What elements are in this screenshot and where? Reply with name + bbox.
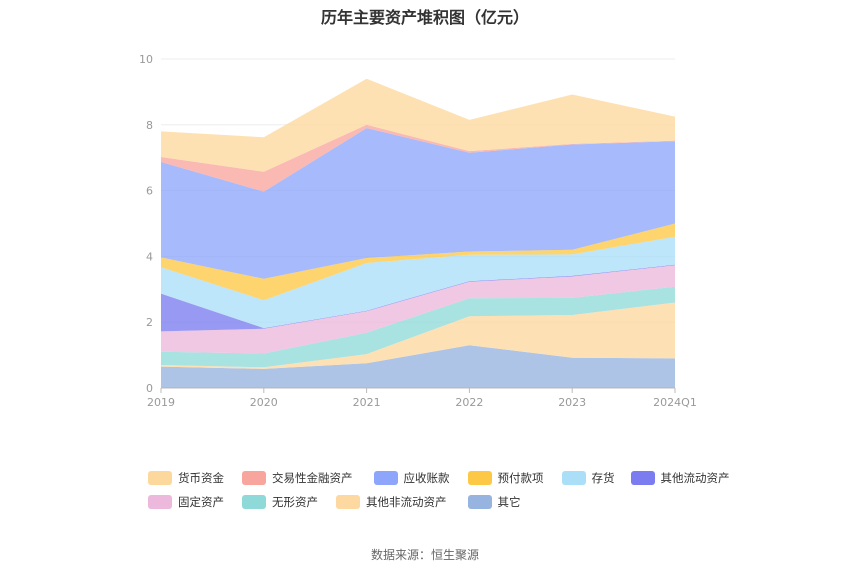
area-series-应收账款[interactable] xyxy=(161,128,675,279)
legend-swatch xyxy=(242,495,266,509)
area-series-货币资金[interactable] xyxy=(161,78,675,172)
x-tick-label: 2024Q1 xyxy=(653,396,697,409)
x-tick-label: 2022 xyxy=(455,396,483,409)
area-series-其它[interactable] xyxy=(161,345,675,388)
legend-item[interactable]: 固定资产 xyxy=(148,494,224,510)
legend-label: 交易性金融资产 xyxy=(272,471,353,485)
y-tick-label: 0 xyxy=(146,382,153,395)
legend-swatch xyxy=(148,495,172,509)
legend-item[interactable]: 货币资金 xyxy=(148,470,224,486)
legend-swatch xyxy=(467,471,492,485)
legend-item[interactable]: 预付款项 xyxy=(467,470,544,486)
legend-item[interactable]: 其它 xyxy=(467,494,521,510)
stacked-area-plot: 0 2 4 6 8 10 2019 2020 2021 2022 2023 2024Q1 xyxy=(139,53,697,409)
area-series-交易性金融资产[interactable] xyxy=(161,124,675,192)
y-tick-label: 2 xyxy=(146,316,153,329)
legend-label: 预付款项 xyxy=(497,471,544,485)
area-series-固定资产[interactable] xyxy=(161,265,675,354)
legend-swatch xyxy=(148,471,172,485)
area-series-预付款项[interactable] xyxy=(161,223,675,301)
legend-label: 存货 xyxy=(591,471,615,485)
legend-swatch xyxy=(242,471,266,485)
legend-label: 应收账款 xyxy=(403,471,450,485)
y-tick-label: 4 xyxy=(146,250,153,263)
x-tick-label: 2019 xyxy=(147,396,175,409)
x-tick-label: 2021 xyxy=(353,396,381,409)
y-tick-label: 8 xyxy=(146,119,153,132)
x-tick-label: 2023 xyxy=(558,396,586,409)
legend-label: 其他非流动资产 xyxy=(366,495,447,509)
legend-item[interactable]: 存货 xyxy=(561,470,615,486)
legend-item[interactable]: 其他流动资产 xyxy=(630,470,730,486)
legend-swatch xyxy=(467,495,492,509)
legend-swatch xyxy=(630,471,655,485)
legend-label: 其他流动资产 xyxy=(660,471,730,485)
chart-title: 历年主要资产堆积图（亿元） xyxy=(320,8,529,27)
legend-item[interactable]: 无形资产 xyxy=(242,494,318,510)
x-tick-label: 2020 xyxy=(250,396,278,409)
y-tick-label: 10 xyxy=(139,53,153,66)
area-series-其他非流动资产[interactable] xyxy=(161,302,675,369)
legend-label: 其它 xyxy=(497,495,521,509)
legend-item[interactable]: 交易性金融资产 xyxy=(242,470,353,486)
y-tick-label: 6 xyxy=(146,185,153,198)
legend-item[interactable]: 应收账款 xyxy=(373,470,450,486)
legend-swatch xyxy=(373,471,398,485)
legend-label: 固定资产 xyxy=(178,495,224,509)
area-series-无形资产[interactable] xyxy=(161,286,675,368)
legend-label: 无形资产 xyxy=(272,495,318,509)
legend-swatch xyxy=(561,471,586,485)
area-series-存货[interactable] xyxy=(161,236,675,329)
legend-label: 货币资金 xyxy=(178,471,224,485)
legend-item[interactable]: 其他非流动资产 xyxy=(336,494,447,510)
area-series-其他流动资产[interactable] xyxy=(161,264,675,332)
source-note: 数据来源：恒生聚源 xyxy=(370,548,479,562)
legend-swatch xyxy=(336,495,360,509)
